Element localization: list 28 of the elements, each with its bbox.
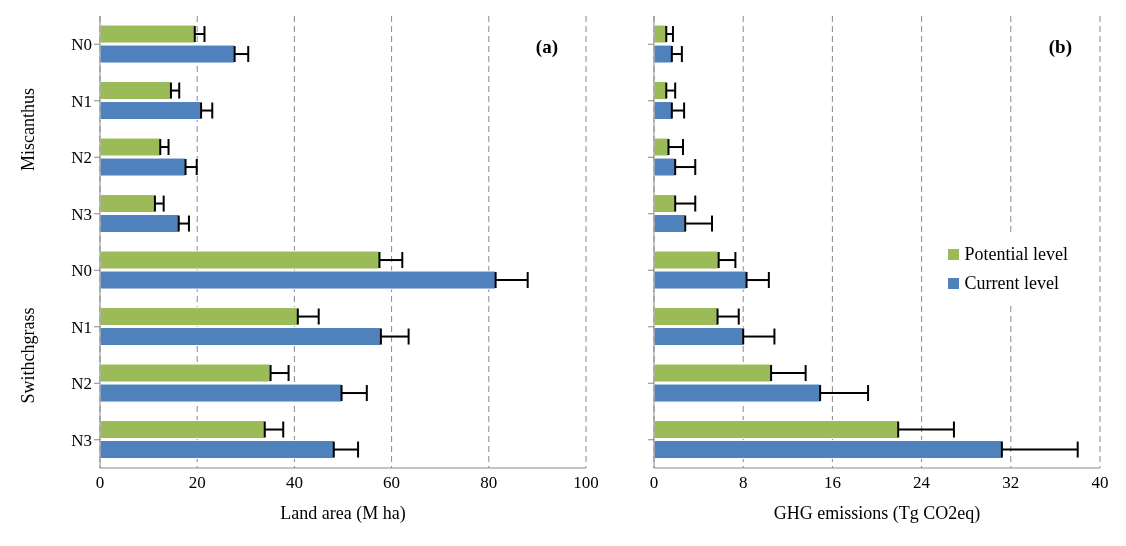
- y-tick-label: N1: [71, 317, 92, 337]
- text: (b): [1048, 36, 1072, 58]
- x-tick-label: 40: [1091, 473, 1109, 493]
- x-tick-label: 24: [913, 473, 931, 493]
- y-tick-label: N2: [71, 374, 92, 394]
- x-tick-label: 100: [573, 473, 599, 493]
- x-tick-label: 20: [188, 473, 206, 493]
- x-tick-label: 16: [823, 473, 841, 493]
- text: Swithchgrass: [17, 307, 39, 403]
- y-tick-label: N0: [71, 35, 92, 55]
- x-tick-label: 80: [480, 473, 498, 493]
- x-tick-label: 0: [95, 473, 105, 493]
- x-axis-title: Land area (M ha): [280, 503, 406, 524]
- y-tick-label: N3: [71, 430, 92, 450]
- text: Miscanthus: [17, 87, 39, 171]
- y-tick-label: N2: [71, 148, 92, 168]
- x-tick-label: 60: [383, 473, 401, 493]
- x-tick-label: 0: [649, 473, 659, 493]
- x-tick-label: 32: [1002, 473, 1020, 493]
- legend-label: Current level: [964, 273, 1059, 294]
- text: (a): [535, 36, 558, 58]
- x-tick-label: 40: [285, 473, 303, 493]
- y-tick-label: N0: [71, 261, 92, 281]
- x-axis-title: GHG emissions (Tg CO2eq): [773, 503, 981, 524]
- x-tick-label: 8: [738, 473, 748, 493]
- y-tick-label: N3: [71, 204, 92, 224]
- y-tick-label: N1: [71, 91, 92, 111]
- legend-label: Potential level: [964, 244, 1068, 265]
